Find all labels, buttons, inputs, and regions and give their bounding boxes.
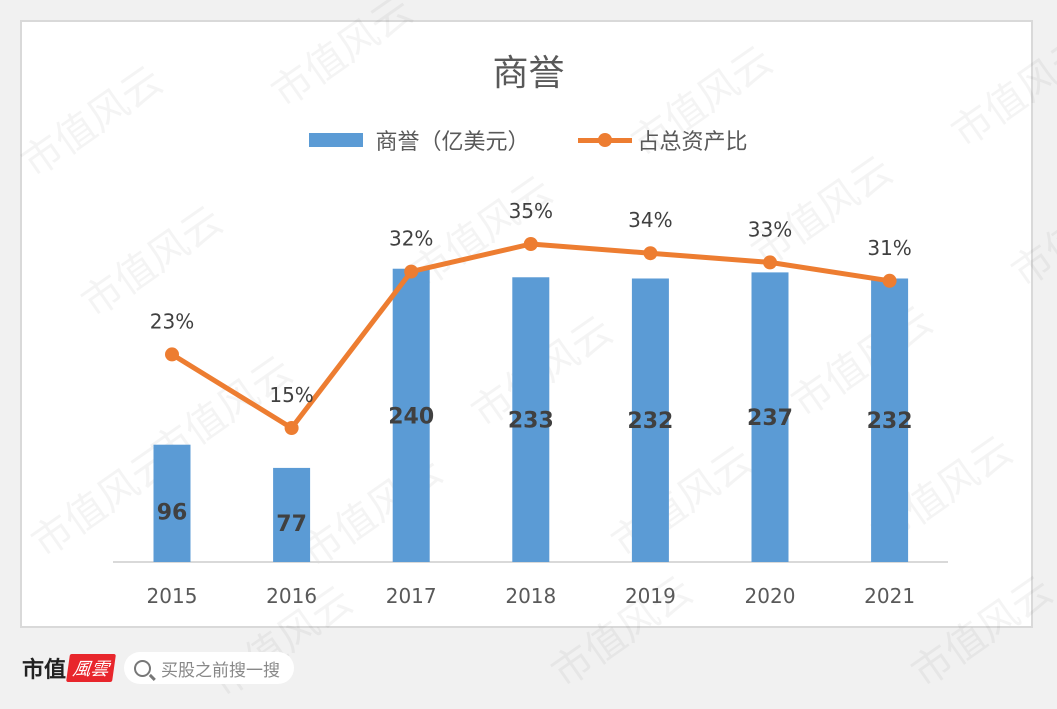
ratio-value-label: 35% [509,199,553,223]
ratio-value-label: 32% [389,227,433,251]
x-tick-label: 2015 [147,584,198,608]
ratio-value-label: 33% [748,217,792,241]
ratio-point-marker-icon [643,246,658,261]
legend-label-goodwill: 商誉（亿美元） [375,130,530,155]
ratio-point-marker-icon [763,255,777,270]
legend-item-goodwill: 商誉（亿美元） [309,124,530,156]
legend-label-ratio: 占总资产比 [637,130,748,155]
bar-2015 [153,444,191,562]
x-tick-label: 2019 [625,584,676,608]
ratio-point-marker-icon [523,237,538,251]
bar-value-label: 77 [276,512,307,537]
bar-2019 [631,278,669,562]
search-icon [134,659,152,677]
bar-2017 [392,268,430,562]
legend-line-marker-icon [577,132,632,147]
chart-legend: 商誉（亿美元） 占总资产比 [0,124,1057,156]
bar-2020 [751,272,789,562]
bar-2016 [273,467,311,562]
x-tick-label: 2020 [745,584,796,608]
ratio-point-marker-icon [404,264,419,279]
bar-value-label: 233 [508,409,554,434]
legend-bar-swatch-icon [309,133,364,147]
x-tick-label: 2021 [864,584,915,608]
brand-name: 市值 [22,657,67,683]
x-tick-label: 2016 [266,584,317,608]
ratio-value-label: 23% [150,309,194,333]
search-placeholder: 买股之前搜一搜 [161,660,281,681]
bar-value-label: 232 [867,409,913,434]
ratio-value-label: 34% [628,208,672,232]
bar-value-label: 237 [747,406,793,431]
bar-2018 [512,277,550,562]
ratio-point-marker-icon [284,421,299,435]
x-tick-label: 2018 [505,584,556,608]
bar-2021 [871,278,909,562]
ratio-point-marker-icon [882,273,897,288]
chart-title: 商誉 [492,53,565,94]
bar-value-label: 232 [627,409,673,434]
bar-value-label: 96 [157,500,188,525]
ratio-value-label: 15% [269,383,313,407]
brand-logo: 風雲 [66,654,116,682]
ratio-point-marker-icon [165,347,179,362]
x-tick-label: 2017 [386,584,437,608]
bar-value-label: 240 [388,404,434,429]
search-box[interactable]: 买股之前搜一搜 [124,652,295,684]
legend-item-ratio: 占总资产比 [577,124,748,156]
footer-bar: 市值 風雲 买股之前搜一搜 [22,652,295,684]
ratio-value-label: 31% [867,236,911,260]
